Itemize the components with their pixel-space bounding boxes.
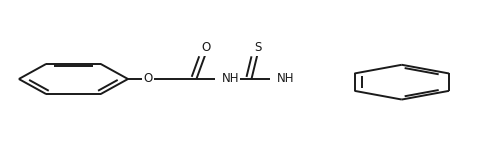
Text: S: S <box>255 41 262 54</box>
Text: O: O <box>143 73 152 85</box>
Text: NH: NH <box>222 73 239 85</box>
Text: NH: NH <box>277 73 294 85</box>
Text: O: O <box>202 41 211 54</box>
